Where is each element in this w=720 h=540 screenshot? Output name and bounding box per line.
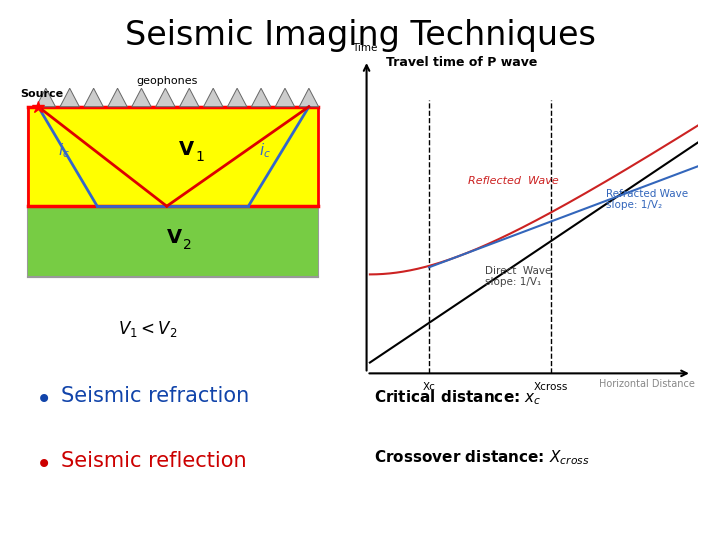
Text: 1: 1 xyxy=(195,150,204,164)
Polygon shape xyxy=(228,88,247,107)
Polygon shape xyxy=(84,88,103,107)
Text: geophones: geophones xyxy=(136,76,197,86)
Text: Travel time of P wave: Travel time of P wave xyxy=(387,56,538,69)
Text: Refracted Wave
slope: 1/V₂: Refracted Wave slope: 1/V₂ xyxy=(606,188,688,210)
Text: Source: Source xyxy=(20,89,63,99)
Text: Time: Time xyxy=(352,43,377,53)
Text: V: V xyxy=(167,228,182,247)
Text: Xc: Xc xyxy=(423,382,436,393)
Text: $V_1 < V_2$: $V_1 < V_2$ xyxy=(118,319,178,339)
Text: Xcross: Xcross xyxy=(534,382,568,393)
Text: Reflected  Wave: Reflected Wave xyxy=(469,176,559,186)
Text: Critical distance: $x_c$: Critical distance: $x_c$ xyxy=(374,389,542,408)
Polygon shape xyxy=(179,88,199,107)
Text: •: • xyxy=(36,386,53,414)
Polygon shape xyxy=(300,88,318,107)
Polygon shape xyxy=(156,88,175,107)
Text: Horizontal Distance: Horizontal Distance xyxy=(599,379,695,389)
Text: Seismic refraction: Seismic refraction xyxy=(61,386,249,406)
Text: 2: 2 xyxy=(184,238,192,252)
Text: Seismic Imaging Techniques: Seismic Imaging Techniques xyxy=(125,19,595,52)
Polygon shape xyxy=(60,88,79,107)
Polygon shape xyxy=(108,88,127,107)
Polygon shape xyxy=(251,88,271,107)
Text: •: • xyxy=(36,451,53,479)
Text: Direct  Wave
slope: 1/V₁: Direct Wave slope: 1/V₁ xyxy=(485,266,552,287)
Text: $i_c$: $i_c$ xyxy=(259,141,271,160)
Text: $i_c$: $i_c$ xyxy=(58,141,70,160)
Polygon shape xyxy=(275,88,294,107)
Bar xyxy=(27,206,318,277)
Text: Seismic reflection: Seismic reflection xyxy=(61,451,247,471)
Text: V: V xyxy=(179,140,194,159)
Bar xyxy=(27,107,318,206)
Polygon shape xyxy=(132,88,151,107)
Polygon shape xyxy=(204,88,223,107)
Bar xyxy=(27,107,318,277)
Polygon shape xyxy=(36,88,55,107)
Text: Crossover distance: $X_{cross}$: Crossover distance: $X_{cross}$ xyxy=(374,448,590,467)
